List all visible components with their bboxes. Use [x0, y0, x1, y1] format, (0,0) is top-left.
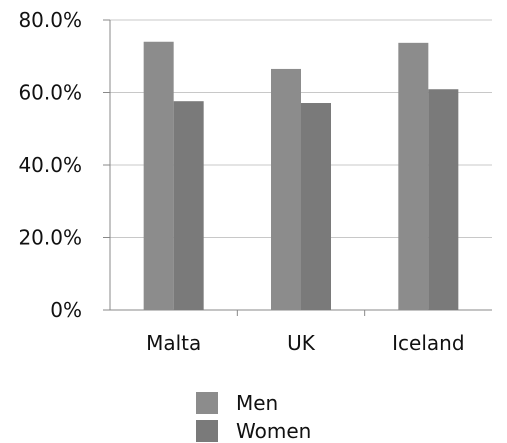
- bar-women-uk: [301, 103, 331, 310]
- bar-women-malta: [173, 101, 204, 310]
- bar-men-uk: [271, 68, 301, 310]
- legend-swatch: [196, 392, 218, 414]
- bar-men-iceland: [398, 42, 429, 311]
- x-category-label: UK: [287, 331, 316, 355]
- y-tick-label: 0%: [50, 298, 82, 322]
- y-tick-label: 60.0%: [18, 81, 82, 105]
- y-tick-label: 20.0%: [18, 226, 82, 250]
- bar-men-malta: [143, 41, 174, 310]
- bar-women-iceland: [428, 89, 459, 310]
- y-tick-labels: 0% 20.0% 40.0% 60.0% 80.0%: [18, 8, 82, 322]
- y-tick-label: 80.0%: [18, 8, 82, 32]
- y-tick-label: 40.0%: [18, 153, 82, 177]
- x-category-label: Malta: [146, 331, 201, 355]
- legend-swatch: [196, 420, 218, 442]
- legend: Men Women: [196, 391, 311, 443]
- legend-label: Men: [236, 391, 278, 415]
- bars: [143, 41, 459, 311]
- x-category-label: Iceland: [392, 331, 464, 355]
- legend-label: Women: [236, 419, 311, 443]
- x-category-labels: Malta UK Iceland: [146, 331, 464, 355]
